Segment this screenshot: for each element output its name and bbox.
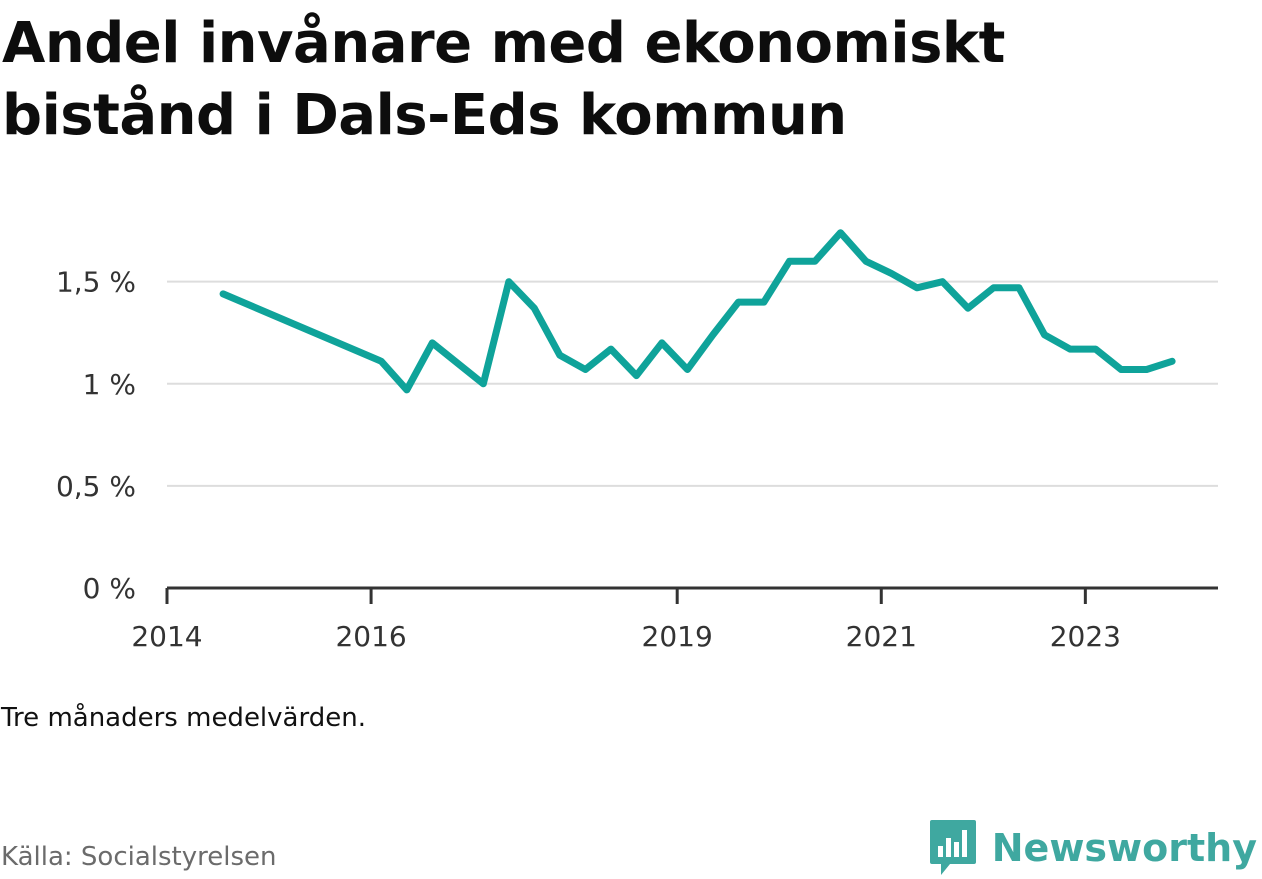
data-point [786, 258, 793, 265]
x-tick-label: 2021 [846, 620, 917, 653]
data-point [582, 366, 589, 373]
data-point [607, 345, 615, 353]
data-point [531, 305, 538, 312]
data-point [403, 386, 410, 394]
data-point [964, 305, 972, 312]
data-point [219, 290, 227, 298]
data-point [811, 258, 819, 265]
data-point [658, 339, 666, 347]
data-point [684, 366, 691, 373]
series-line [219, 229, 1176, 394]
data-point [1092, 345, 1099, 353]
data-point [760, 298, 768, 306]
chart-title: Andel invånare med ekonomiskt bistånd i … [2, 11, 1005, 148]
y-tick-label: 1,5 % [56, 266, 136, 299]
data-point [990, 284, 997, 292]
y-tick-label: 0,5 % [56, 470, 136, 503]
x-tick-label: 2016 [335, 620, 406, 653]
data-point [939, 278, 946, 285]
data-point [1117, 366, 1125, 373]
y-tick-label: 1 % [83, 368, 136, 401]
data-point [913, 284, 921, 292]
data-point [888, 270, 895, 277]
series [219, 229, 1176, 394]
x-tick-label: 2023 [1050, 620, 1121, 653]
x-axis: 2014 2016 2019 2021 2023 [131, 588, 1121, 653]
data-point [378, 358, 385, 365]
data-point [1041, 331, 1048, 338]
y-tick-label: 0 % [83, 572, 136, 605]
gridlines [167, 280, 1218, 487]
data-point [556, 352, 564, 359]
data-point [633, 372, 640, 379]
data-point [1168, 358, 1176, 365]
data-point [429, 339, 436, 347]
data-point [1143, 366, 1150, 373]
data-point [735, 298, 742, 306]
brand-name: Newsworthy [991, 826, 1257, 870]
data-point [837, 229, 844, 236]
x-tick-label: 2019 [642, 620, 713, 653]
data-point [505, 278, 513, 285]
newsworthy-brand: Newsworthy [928, 818, 1257, 878]
data-point [1066, 345, 1074, 353]
x-tick-label: 2014 [131, 620, 202, 653]
data-point [862, 258, 870, 265]
chart-note: Tre månaders medelvärden. [1, 703, 366, 733]
data-point [1015, 284, 1023, 292]
data-point [454, 360, 462, 367]
data-point [709, 331, 717, 338]
bar-chart-speech-bubble-icon [929, 820, 976, 875]
source-credit: Källa: Socialstyrelsen [1, 842, 277, 872]
y-axis-labels: 0 % 0,5 % 1 % 1,5 % [56, 266, 136, 605]
data-point [480, 380, 487, 387]
